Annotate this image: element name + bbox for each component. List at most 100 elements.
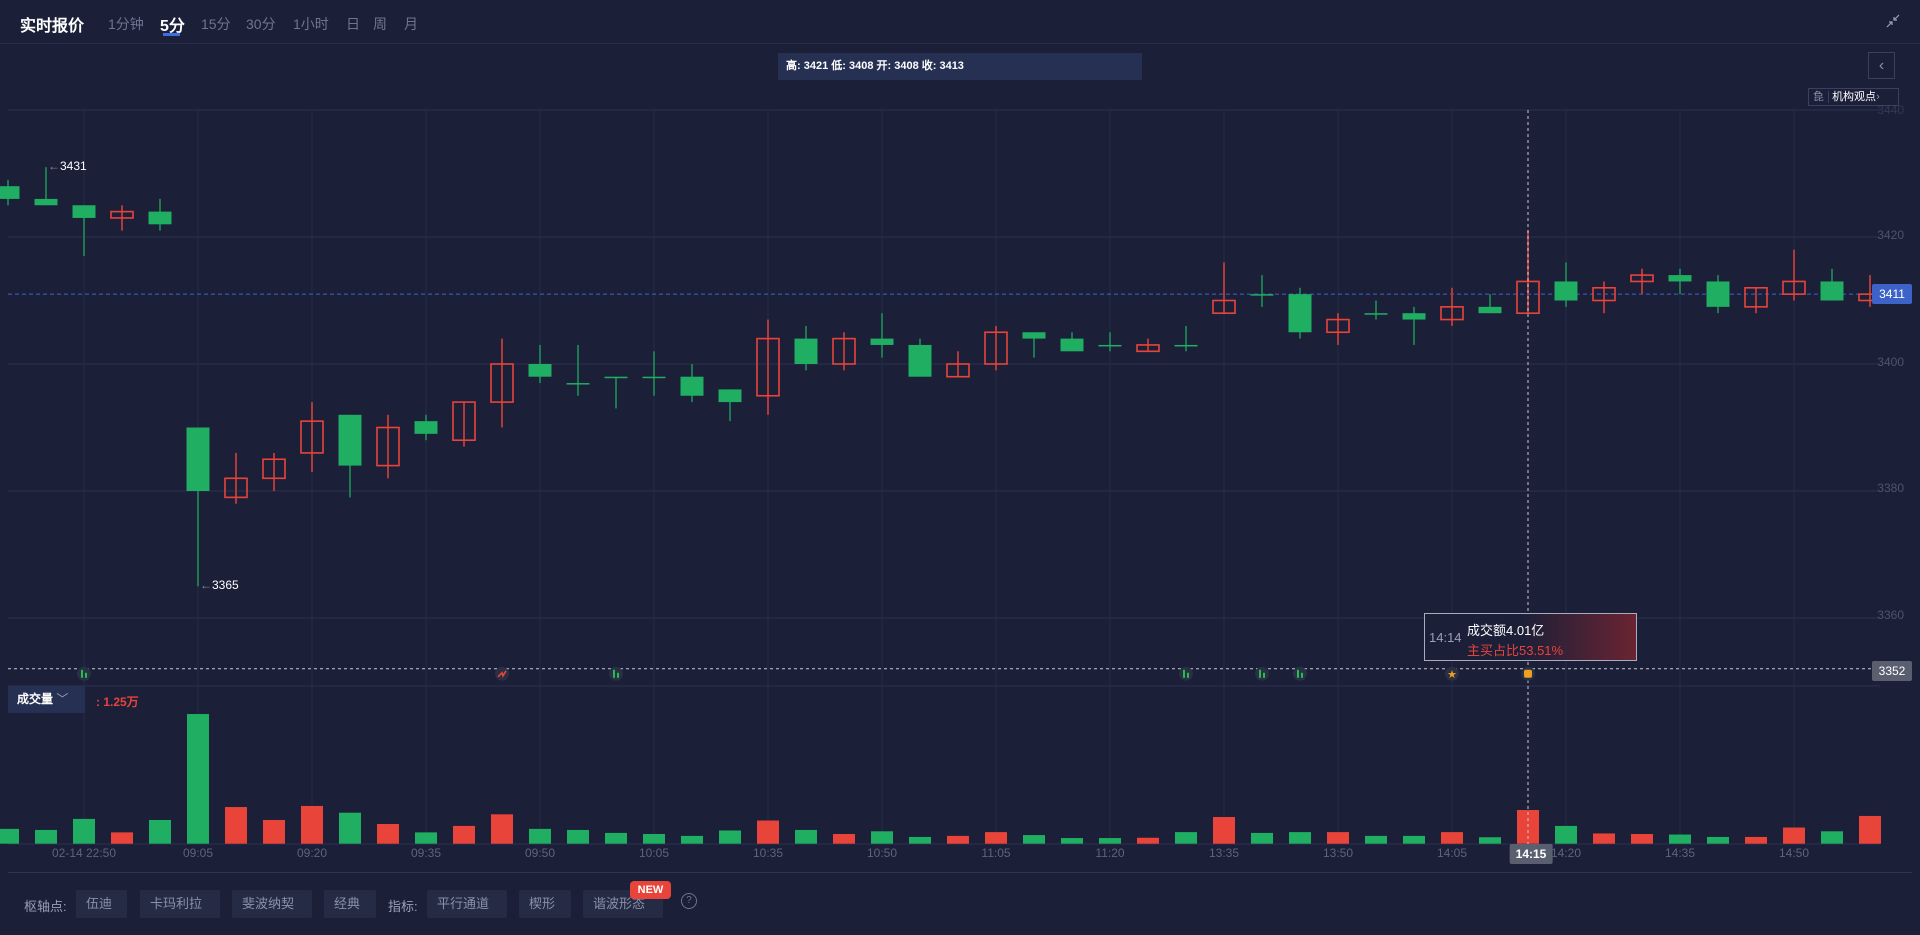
candle-body [946, 363, 970, 378]
candle-body [300, 420, 324, 454]
candle-body [1136, 344, 1160, 353]
volume-bar [1593, 833, 1615, 844]
tab-30min[interactable]: 30分 [246, 16, 276, 32]
tab-day[interactable]: 日 [346, 16, 360, 32]
x-tick-label: 11:20 [1095, 846, 1125, 860]
volume-bar [1023, 835, 1045, 844]
candle-body [832, 337, 856, 365]
volume-bar [1099, 838, 1121, 844]
candle-body [1554, 281, 1578, 301]
volume-bar [567, 829, 589, 844]
x-tick-label: 13:50 [1322, 846, 1354, 860]
bullish-pattern-icon [613, 669, 615, 678]
volume-bar [453, 825, 475, 844]
x-tick-label: 09:20 [296, 846, 328, 860]
candle-body [642, 376, 666, 379]
pivot-fibonacci-button[interactable]: 斐波纳契 [232, 890, 312, 918]
volume-bar [377, 824, 399, 844]
volume-bar [225, 807, 247, 844]
candle-body [566, 383, 590, 385]
x-tick-label: 10:50 [866, 846, 898, 860]
candle-body [1782, 280, 1806, 295]
y-tick-label: 3420 [1877, 228, 1904, 242]
y-tick-label: 3400 [1877, 355, 1904, 369]
tab-5min[interactable]: 5分 [160, 18, 185, 35]
candle-body [1440, 306, 1464, 321]
bullish-pattern-icon [1259, 669, 1261, 678]
volume-bar [1669, 834, 1691, 844]
pivot-woodie-button[interactable]: 伍迪 [76, 890, 127, 918]
candle-body [680, 376, 704, 396]
signal-marker-bg [1293, 666, 1307, 681]
shield-icon [1524, 669, 1532, 678]
candle-body [756, 337, 780, 397]
candle-body [1250, 294, 1274, 296]
x-tick-label: 10:05 [638, 846, 670, 860]
collapse-arrows-icon[interactable] [1884, 12, 1902, 30]
divider [8, 872, 1912, 873]
tab-15min[interactable]: 15分 [201, 16, 231, 32]
signal-marker-bg [77, 666, 91, 681]
volume-bar [1821, 831, 1843, 844]
volume-bar [1783, 827, 1805, 844]
candle-body [376, 426, 400, 467]
bullish-pattern-icon [1263, 672, 1265, 678]
signal-marker-bg [1445, 666, 1459, 681]
volume-bar [339, 812, 361, 844]
insight-icon: 㲋 [1809, 91, 1829, 103]
volume-bar [0, 828, 19, 844]
x-tick-label: 09:50 [524, 846, 556, 860]
volume-bar [719, 830, 741, 844]
crosshair-time-tag: 14:15 [1509, 844, 1553, 864]
volume-bar [263, 819, 285, 844]
y-tick-label: 3440 [1877, 103, 1904, 117]
candle-body [72, 205, 96, 218]
institution-insight-button[interactable]: 㲋 机构观点› [1808, 88, 1899, 106]
wedge-button[interactable]: 楔形 [519, 890, 571, 918]
candle-body [984, 331, 1008, 365]
candle-body [452, 401, 476, 442]
tab-1hour[interactable]: 1小时 [293, 16, 329, 32]
active-tab-indicator [163, 33, 180, 36]
y-tick-label: 3360 [1877, 608, 1904, 622]
volume-bar [1745, 836, 1767, 844]
volume-bar [1137, 837, 1159, 844]
volume-bar [1707, 836, 1729, 844]
candle-body [870, 338, 894, 345]
tab-1min[interactable]: 1分钟 [108, 16, 144, 32]
volume-bar [415, 832, 437, 844]
bullish-pattern-icon [1301, 672, 1303, 678]
candle-body [1022, 332, 1046, 339]
bullish-pattern-icon [1183, 669, 1185, 678]
crosshair-price-tag: 3352 [1872, 661, 1912, 681]
volume-bar [1251, 832, 1273, 844]
low-annotation: ←3365 [200, 578, 239, 592]
candle-body [1668, 275, 1692, 282]
pivot-camarilla-button[interactable]: 卡玛利拉 [140, 890, 220, 918]
volume-bar [947, 835, 969, 844]
volume-indicator-select[interactable]: 成交量 ﹀ [8, 686, 85, 713]
candle-body [794, 338, 818, 364]
pivot-classic-button[interactable]: 经典 [324, 890, 376, 918]
harmonic-pattern-button[interactable]: 谐波形态 [583, 890, 663, 918]
tab-week[interactable]: 周 [373, 16, 387, 32]
volume-bar [1289, 832, 1311, 844]
candle-body [1478, 306, 1502, 314]
candle-body [1364, 313, 1388, 315]
candle-body [1516, 280, 1540, 315]
bullish-pattern-icon [617, 672, 619, 678]
bullish-pattern-icon [1297, 669, 1299, 678]
tooltip-amount: 成交额4.01亿 [1467, 623, 1545, 638]
volume-bar [1061, 838, 1083, 844]
bullish-pattern-icon [85, 672, 87, 678]
signal-marker-bg [609, 666, 623, 681]
parallel-channel-button[interactable]: 平行通道 [427, 890, 507, 918]
tab-month[interactable]: 月 [404, 16, 418, 32]
volume-select-label: 成交量 [17, 692, 54, 706]
volume-bar [757, 820, 779, 844]
help-icon[interactable]: ? [681, 893, 697, 909]
chevron-left-icon[interactable]: ‹ [1868, 52, 1895, 79]
bearish-pattern-icon [497, 670, 507, 678]
candle-body [110, 210, 134, 219]
